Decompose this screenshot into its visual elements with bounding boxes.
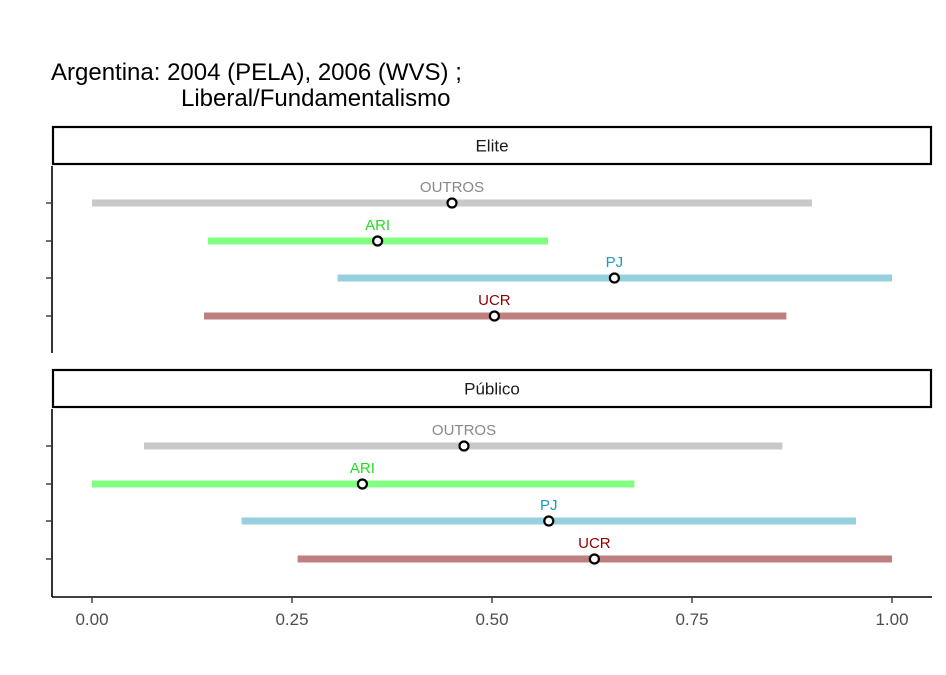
panel-1: Público OUTROS ARI PJ UCR	[46, 368, 933, 597]
estimate-point	[488, 310, 500, 322]
estimate-point	[458, 440, 470, 452]
panels: Elite OUTROS ARI PJ UCR Público OUTROS ARI PJ UCR	[46, 125, 933, 597]
facet-strip	[51, 368, 933, 409]
estimate-point	[356, 478, 368, 490]
series-label: OUTROS	[420, 179, 484, 196]
chart-title-line-2: Liberal/Fundamentalismo	[181, 85, 450, 112]
series-label: ARI	[365, 217, 390, 234]
estimate-point	[608, 272, 621, 284]
facet-strip	[51, 125, 933, 166]
series-label: PJ	[606, 254, 624, 271]
estimate-point	[543, 515, 555, 527]
series-label: OUTROS	[432, 422, 496, 439]
x-tick-label: 1.00	[875, 610, 908, 629]
facet-label: Elite	[475, 137, 508, 156]
x-tick-label: 0.25	[275, 610, 308, 629]
estimate-point	[588, 553, 601, 565]
estimate-point	[446, 197, 458, 209]
series-label: UCR	[578, 535, 611, 552]
series-label: PJ	[540, 497, 558, 514]
x-tick-label: 0.75	[675, 610, 708, 629]
x-tick-label: 0.50	[475, 610, 508, 629]
x-tick-label: 0.00	[75, 610, 108, 629]
panel-0: Elite OUTROS ARI PJ UCR	[46, 125, 933, 353]
series-label: ARI	[350, 460, 375, 477]
facet-label: Público	[464, 380, 520, 399]
series-label: UCR	[478, 292, 511, 309]
chart-title-line-1: Argentina: 2004 (PELA), 2006 (WVS) ;	[51, 59, 462, 86]
x-axis: 0.00 0.25 0.50 0.75 1.00	[52, 596, 932, 629]
estimate-point	[372, 235, 384, 247]
